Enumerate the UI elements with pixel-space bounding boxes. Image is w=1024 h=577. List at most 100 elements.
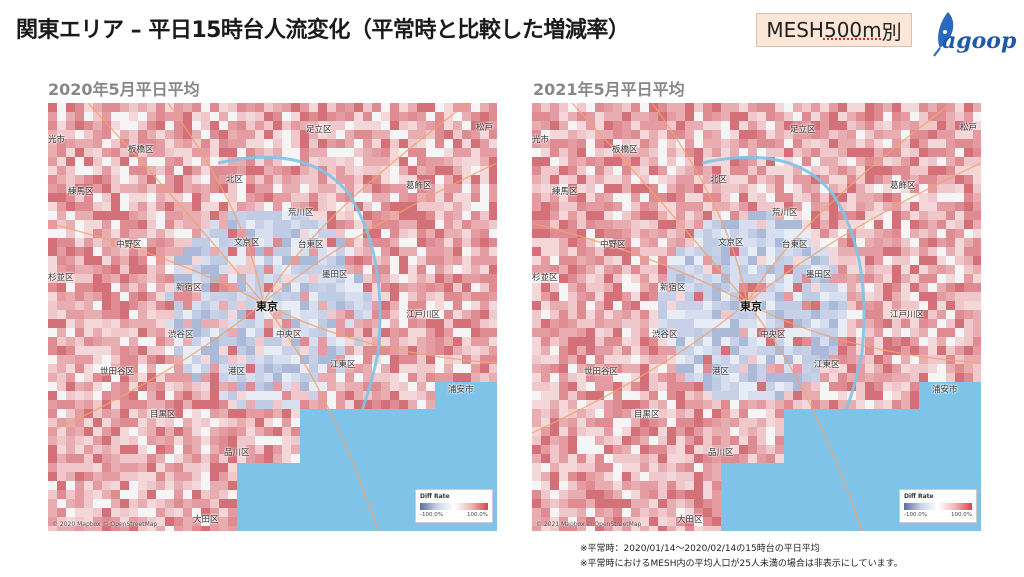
mesh-cell	[631, 121, 640, 130]
mesh-cell	[955, 364, 964, 373]
mesh-cell	[883, 211, 892, 220]
map-2021[interactable]: © 2021 Mapbox © OpenStreetMap Diff Rate …	[532, 103, 981, 531]
mesh-cell	[667, 382, 676, 391]
mesh-cell	[586, 472, 595, 481]
mesh-cell	[210, 184, 219, 193]
mesh-cell	[219, 193, 228, 202]
mesh-cell	[550, 301, 559, 310]
mesh-cell	[300, 202, 309, 211]
ward-label: 港区	[228, 367, 246, 377]
mesh-cell	[766, 472, 775, 481]
mesh-cell	[802, 292, 811, 301]
mesh-cell	[264, 220, 273, 229]
mesh-cell	[919, 319, 928, 328]
mesh-cell	[345, 121, 354, 130]
mesh-cell	[219, 211, 228, 220]
mesh-cell	[631, 265, 640, 274]
mesh-cell	[246, 166, 255, 175]
mesh-cell	[712, 499, 721, 508]
mesh-cell	[721, 382, 730, 391]
mesh-cell	[372, 310, 381, 319]
mesh-cell	[336, 445, 345, 454]
mesh-cell	[435, 301, 444, 310]
mesh-cell	[174, 211, 183, 220]
mesh-cell	[291, 247, 300, 256]
mesh-cell	[604, 346, 613, 355]
mesh-cell	[973, 238, 981, 247]
mesh-cell	[865, 418, 874, 427]
mesh-cell	[210, 103, 219, 112]
mesh-cell	[201, 175, 210, 184]
mesh-cell	[820, 364, 829, 373]
mesh-cell	[757, 418, 766, 427]
mesh-cell	[237, 202, 246, 211]
mesh-cell	[219, 310, 228, 319]
mesh-cell	[586, 508, 595, 517]
mesh-cell	[973, 265, 981, 274]
mesh-cell	[480, 103, 489, 112]
mesh-cell	[586, 103, 595, 112]
mesh-cell	[309, 301, 318, 310]
mesh-cell	[66, 517, 75, 526]
mesh-cell	[703, 418, 712, 427]
mesh-cell	[649, 436, 658, 445]
ward-label: 荒川区	[288, 208, 314, 218]
mesh-cell	[730, 526, 739, 531]
mesh-cell	[453, 274, 462, 283]
ward-label: 葛飾区	[890, 181, 916, 191]
mesh-cell	[757, 481, 766, 490]
mesh-cell	[865, 517, 874, 526]
mesh-cell	[802, 130, 811, 139]
mesh-cell	[676, 391, 685, 400]
mesh-cell	[937, 328, 946, 337]
mesh-cell	[372, 391, 381, 400]
mesh-cell	[480, 346, 489, 355]
mesh-cell	[291, 256, 300, 265]
mesh-cell	[775, 265, 784, 274]
mesh-cell	[471, 310, 480, 319]
mesh-cell	[210, 337, 219, 346]
mesh-cell	[919, 454, 928, 463]
mesh-cell	[793, 157, 802, 166]
mesh-cell	[658, 238, 667, 247]
mesh-cell	[237, 274, 246, 283]
mesh-cell	[667, 472, 676, 481]
mesh-cell	[946, 526, 955, 531]
mesh-cell	[946, 211, 955, 220]
mesh-cell	[192, 454, 201, 463]
map-2020[interactable]: © 2020 Mapbox © OpenStreetMap Diff Rate …	[48, 103, 497, 531]
ward-label: 墨田区	[322, 270, 348, 280]
mesh-cell	[246, 373, 255, 382]
mesh-cell	[856, 517, 865, 526]
mesh-cell	[318, 418, 327, 427]
mesh-cell	[210, 463, 219, 472]
mesh-cell	[955, 328, 964, 337]
mesh-cell	[273, 256, 282, 265]
mesh-cell	[550, 103, 559, 112]
mesh-cell	[613, 184, 622, 193]
mesh-cell	[748, 166, 757, 175]
mesh-cell	[471, 400, 480, 409]
mesh-cell	[435, 274, 444, 283]
mesh-cell	[453, 310, 462, 319]
mesh-cell	[408, 256, 417, 265]
mesh-cell	[892, 283, 901, 292]
mesh-cell	[865, 373, 874, 382]
mesh-cell	[811, 391, 820, 400]
mesh-cell	[928, 328, 937, 337]
mesh-cell	[649, 499, 658, 508]
mesh-cell	[928, 400, 937, 409]
mesh-cell	[318, 319, 327, 328]
mesh-cell	[559, 337, 568, 346]
mesh-cell	[381, 481, 390, 490]
mesh-cell	[399, 148, 408, 157]
mesh-cell	[703, 337, 712, 346]
mesh-cell	[354, 373, 363, 382]
mesh-cell	[775, 310, 784, 319]
mesh-cell	[282, 436, 291, 445]
mesh-cell	[532, 193, 541, 202]
mesh-cell	[264, 193, 273, 202]
mesh-cell	[613, 346, 622, 355]
mesh-cell	[426, 211, 435, 220]
mesh-cell	[550, 499, 559, 508]
